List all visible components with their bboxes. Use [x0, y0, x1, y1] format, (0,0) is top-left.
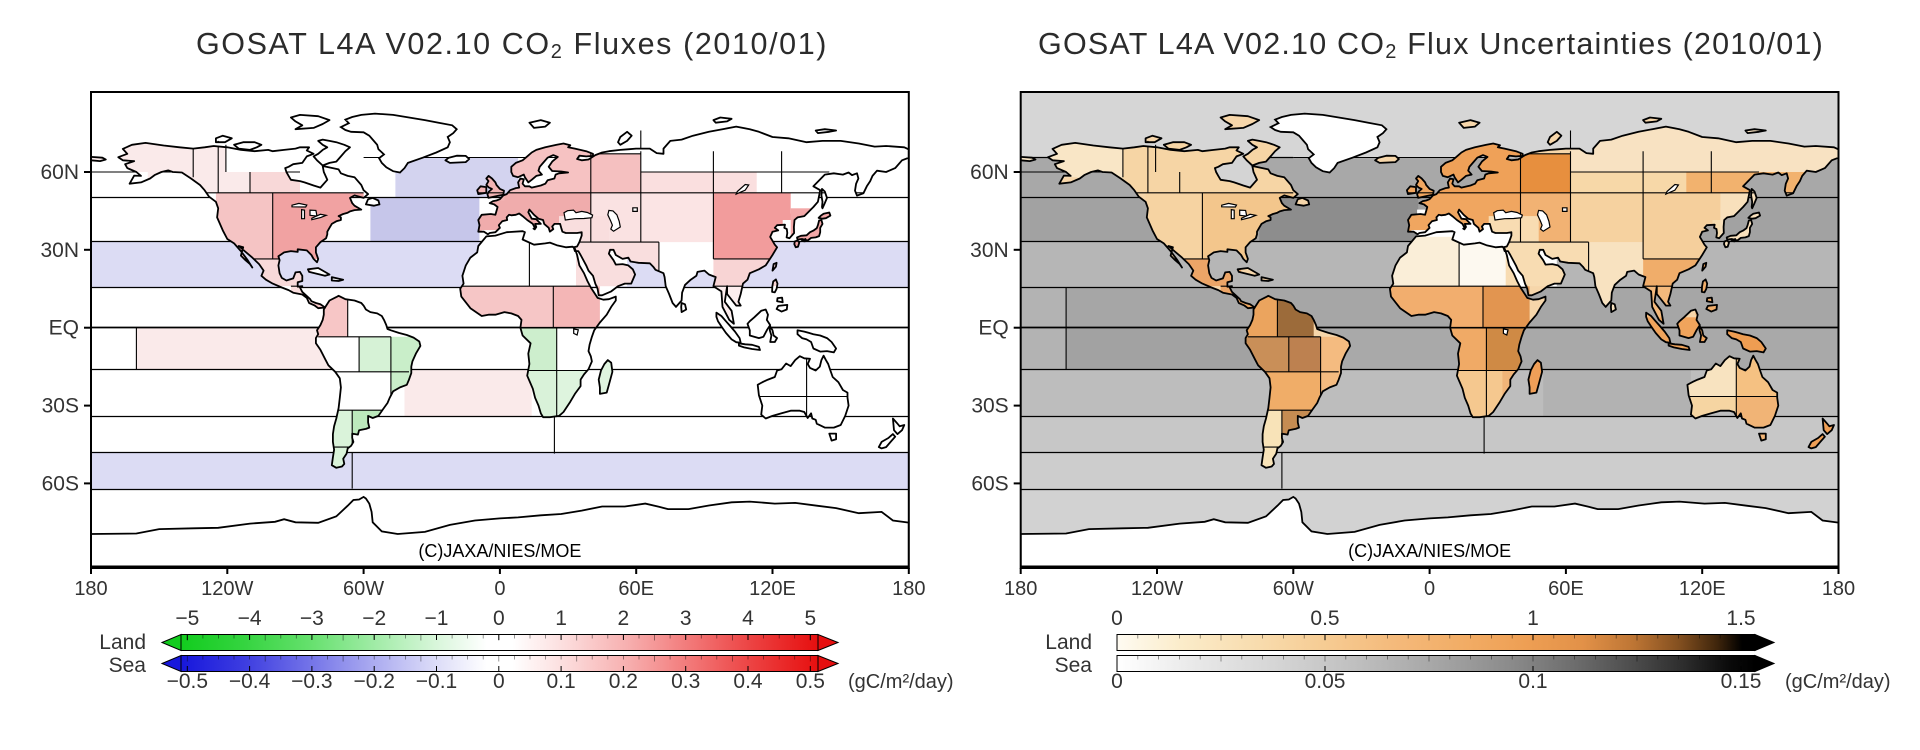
svg-text:0: 0: [493, 670, 505, 693]
svg-text:120E: 120E: [1679, 578, 1726, 600]
svg-text:0: 0: [1424, 578, 1435, 600]
svg-text:0: 0: [1111, 607, 1123, 630]
svg-text:0: 0: [494, 578, 505, 600]
svg-text:(C)JAXA/NIES/MOE: (C)JAXA/NIES/MOE: [418, 541, 581, 561]
svg-text:EQ: EQ: [978, 317, 1008, 340]
svg-text:GOSAT L4A V02.10 CO2 Fluxes (2: GOSAT L4A V02.10 CO2 Fluxes (2010/01): [196, 27, 828, 63]
svg-text:(gC/m²/day): (gC/m²/day): [848, 671, 954, 693]
svg-text:180: 180: [1004, 578, 1037, 600]
svg-text:0: 0: [493, 607, 505, 630]
svg-text:Land: Land: [99, 631, 146, 654]
svg-text:4: 4: [742, 607, 754, 630]
svg-text:3: 3: [680, 607, 692, 630]
svg-text:0.3: 0.3: [671, 670, 700, 693]
svg-text:Land: Land: [1045, 631, 1092, 654]
svg-text:120E: 120E: [749, 578, 796, 600]
svg-text:180: 180: [1822, 578, 1855, 600]
svg-text:0.1: 0.1: [1518, 670, 1547, 693]
svg-text:−4: −4: [238, 607, 262, 630]
svg-text:120W: 120W: [1131, 578, 1183, 600]
svg-text:60W: 60W: [1273, 578, 1314, 600]
svg-text:0.5: 0.5: [796, 670, 825, 693]
svg-text:30N: 30N: [970, 239, 1009, 262]
svg-text:0.2: 0.2: [609, 670, 638, 693]
svg-text:1: 1: [555, 607, 567, 630]
svg-text:120W: 120W: [201, 578, 253, 600]
svg-text:30N: 30N: [40, 239, 79, 262]
svg-text:(C)JAXA/NIES/MOE: (C)JAXA/NIES/MOE: [1348, 541, 1511, 561]
svg-text:1: 1: [1527, 607, 1539, 630]
svg-text:0: 0: [1111, 670, 1123, 693]
svg-text:−0.5: −0.5: [167, 670, 208, 693]
svg-text:60S: 60S: [971, 472, 1008, 495]
svg-text:2: 2: [618, 607, 630, 630]
svg-text:−1: −1: [425, 607, 449, 630]
svg-text:0.1: 0.1: [546, 670, 575, 693]
svg-text:1.5: 1.5: [1726, 607, 1755, 630]
svg-text:Sea: Sea: [1055, 654, 1093, 677]
svg-text:0.05: 0.05: [1305, 670, 1346, 693]
svg-text:180: 180: [74, 578, 107, 600]
svg-text:0.4: 0.4: [733, 670, 763, 693]
svg-text:180: 180: [892, 578, 925, 600]
svg-text:−3: −3: [300, 607, 324, 630]
svg-text:5: 5: [804, 607, 816, 630]
svg-text:GOSAT L4A V02.10 CO2 Flux Unce: GOSAT L4A V02.10 CO2 Flux Uncertainties …: [1038, 27, 1824, 63]
svg-text:0.15: 0.15: [1721, 670, 1762, 693]
svg-text:30S: 30S: [42, 395, 79, 418]
svg-text:60E: 60E: [1548, 578, 1584, 600]
svg-text:60N: 60N: [40, 161, 79, 184]
svg-text:(gC/m²/day): (gC/m²/day): [1785, 671, 1891, 693]
svg-text:30S: 30S: [971, 395, 1008, 418]
svg-text:Sea: Sea: [109, 654, 147, 677]
svg-text:−0.3: −0.3: [291, 670, 332, 693]
svg-text:60N: 60N: [970, 161, 1009, 184]
svg-text:EQ: EQ: [49, 317, 79, 340]
svg-text:60W: 60W: [343, 578, 384, 600]
svg-text:−0.2: −0.2: [353, 670, 394, 693]
svg-text:−5: −5: [175, 607, 199, 630]
svg-text:−0.1: −0.1: [416, 670, 457, 693]
svg-text:−2: −2: [362, 607, 386, 630]
svg-text:60E: 60E: [618, 578, 654, 600]
svg-text:60S: 60S: [42, 472, 79, 495]
svg-text:−0.4: −0.4: [229, 670, 271, 693]
svg-text:0.5: 0.5: [1310, 607, 1339, 630]
